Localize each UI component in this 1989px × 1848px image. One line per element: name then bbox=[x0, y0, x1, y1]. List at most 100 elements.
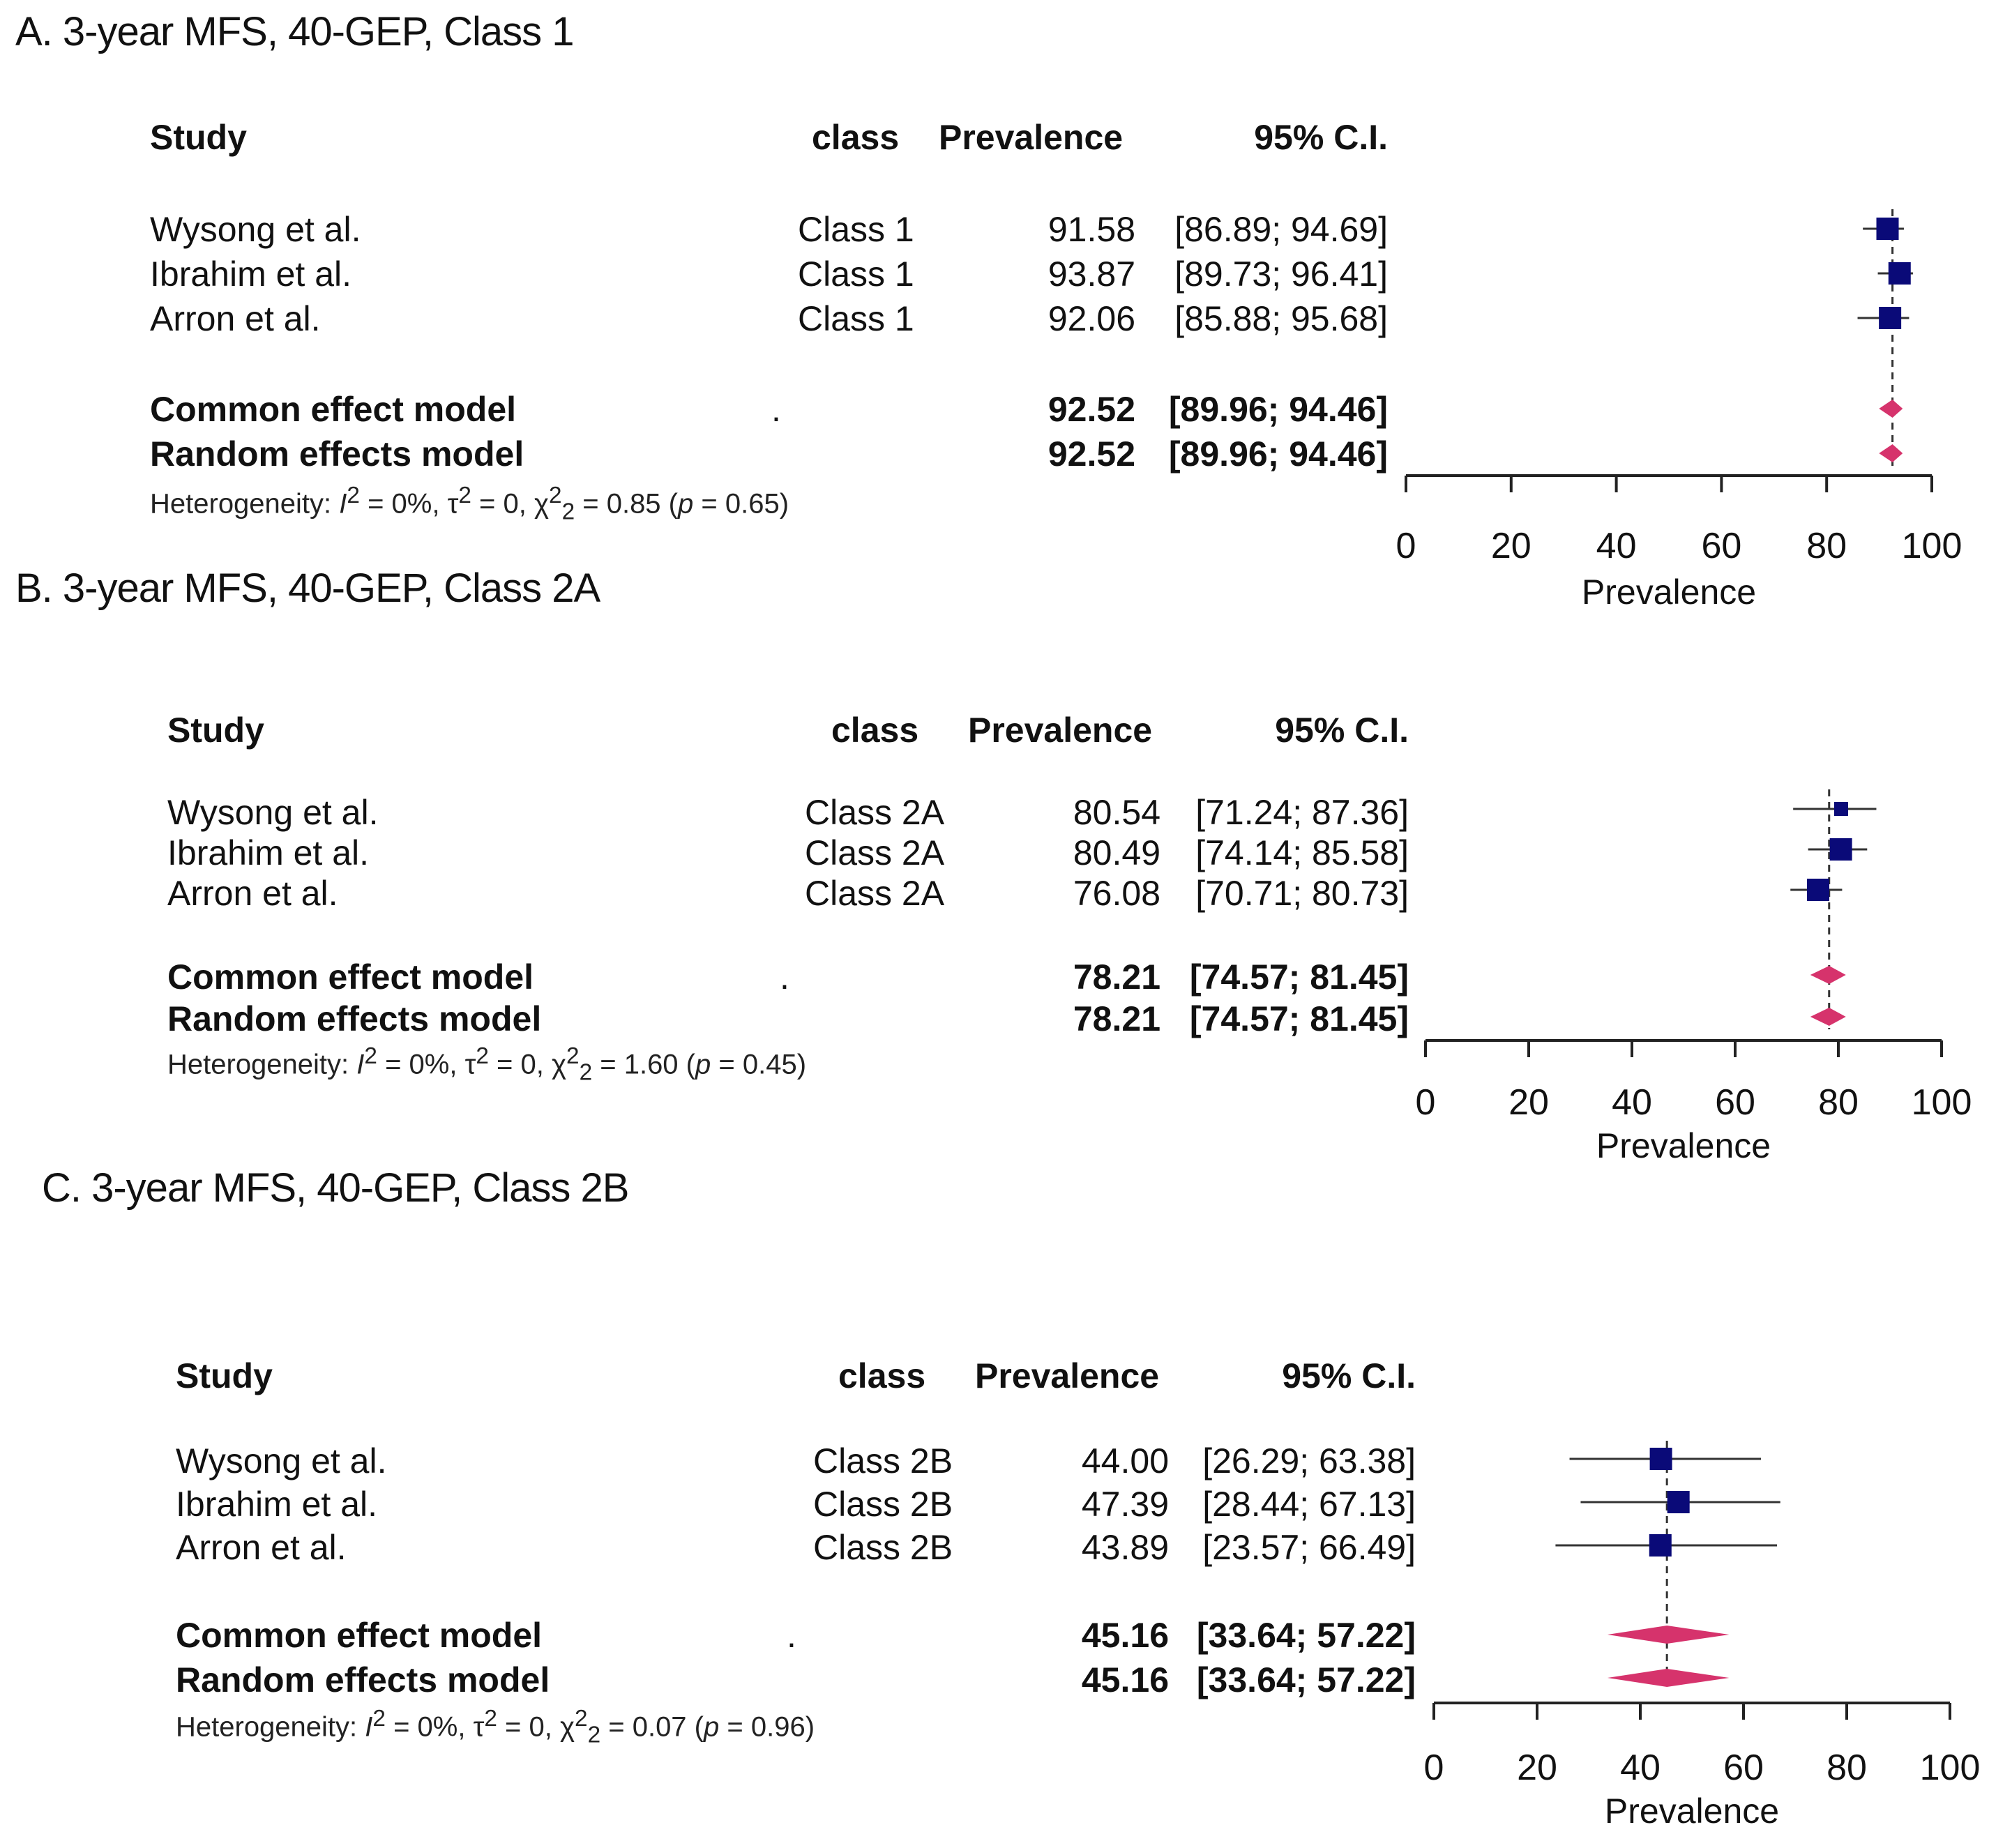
x-tick-label: 60 bbox=[1701, 526, 1741, 566]
column-header-study: Study bbox=[150, 118, 247, 157]
panel-title: C. 3-year MFS, 40-GEP, Class 2B bbox=[42, 1165, 629, 1211]
study-box bbox=[1667, 1491, 1690, 1513]
model-diamond bbox=[1607, 1669, 1730, 1687]
study-box bbox=[1833, 802, 1848, 816]
x-axis-label: Prevalence bbox=[1605, 1792, 1779, 1831]
forest-plot-c: 0 20 40 60 80 100 Prevalence bbox=[1424, 1441, 1981, 1831]
study-class: Class 2B bbox=[813, 1485, 953, 1524]
heterogeneity-i2: 0% bbox=[391, 488, 432, 520]
study-class: Class 2B bbox=[813, 1528, 953, 1567]
study-box bbox=[1876, 218, 1899, 240]
study-box bbox=[1649, 1448, 1672, 1470]
x-tick-label: 0 bbox=[1424, 1748, 1444, 1788]
study-box bbox=[1829, 838, 1852, 861]
forest-panel-b: B. 3-year MFS, 40-GEP, Class 2A Study cl… bbox=[15, 566, 1972, 1165]
x-tick-label: 40 bbox=[1620, 1748, 1661, 1788]
heterogeneity-df: 2 bbox=[587, 1722, 601, 1748]
study-class: Class 1 bbox=[798, 210, 914, 249]
study-ci: [23.57; 66.49] bbox=[1202, 1528, 1416, 1567]
panel-title: A. 3-year MFS, 40-GEP, Class 1 bbox=[15, 9, 575, 54]
heterogeneity-chi2: 0.85 bbox=[606, 488, 661, 520]
x-tick-label: 60 bbox=[1715, 1082, 1755, 1123]
study-name: Ibrahim et al. bbox=[150, 255, 352, 294]
study-ci: [26.29; 63.38] bbox=[1202, 1441, 1416, 1480]
x-tick-label: 100 bbox=[1902, 526, 1962, 566]
study-name: Wysong et al. bbox=[176, 1441, 387, 1480]
study-ci: [86.89; 94.69] bbox=[1174, 210, 1388, 249]
model-diamond bbox=[1879, 444, 1903, 462]
study-class: Class 2A bbox=[805, 793, 945, 832]
x-axis-label: Prevalence bbox=[1582, 573, 1756, 612]
study-name: Arron et al. bbox=[167, 874, 338, 913]
column-header-study: Study bbox=[176, 1356, 273, 1395]
study-box bbox=[1888, 262, 1911, 285]
column-header-ci: 95% C.I. bbox=[1254, 118, 1388, 157]
x-tick-label: 60 bbox=[1723, 1748, 1764, 1788]
model-ci: [89.96; 94.46] bbox=[1168, 390, 1388, 429]
heterogeneity-chi2: 1.60 bbox=[623, 1049, 679, 1080]
study-ci: [28.44; 67.13] bbox=[1202, 1485, 1416, 1524]
heterogeneity-prefix: Heterogeneity: bbox=[167, 1049, 357, 1080]
study-class: Class 1 bbox=[798, 255, 914, 294]
column-header-class: class bbox=[812, 118, 900, 157]
model-name: Random effects model bbox=[176, 1660, 550, 1699]
model-class: . bbox=[787, 1616, 796, 1655]
model-ci: [74.57; 81.45] bbox=[1189, 957, 1409, 997]
study-class: Class 2A bbox=[805, 874, 945, 913]
x-tick-label: 20 bbox=[1517, 1748, 1557, 1788]
study-class: Class 1 bbox=[798, 299, 914, 338]
heterogeneity-prefix: Heterogeneity: bbox=[176, 1711, 365, 1743]
x-tick-label: 80 bbox=[1818, 1082, 1859, 1123]
column-header-class: class bbox=[838, 1356, 926, 1395]
model-diamond bbox=[1810, 966, 1846, 984]
model-class: . bbox=[780, 957, 789, 997]
column-header-prevalence: Prevalence bbox=[975, 1356, 1160, 1395]
column-header-study: Study bbox=[167, 711, 264, 750]
column-header-ci: 95% C.I. bbox=[1282, 1356, 1416, 1395]
model-prevalence: 92.52 bbox=[1048, 390, 1135, 429]
study-ci: [85.88; 95.68] bbox=[1174, 299, 1388, 338]
model-diamond bbox=[1879, 400, 1903, 418]
heterogeneity-prefix: Heterogeneity: bbox=[150, 488, 340, 520]
study-prevalence: 80.54 bbox=[1073, 793, 1160, 832]
x-tick-label: 40 bbox=[1612, 1082, 1652, 1123]
study-prevalence: 93.87 bbox=[1048, 255, 1135, 294]
study-class: Class 2A bbox=[805, 833, 945, 872]
model-prevalence: 78.21 bbox=[1073, 999, 1160, 1038]
heterogeneity-df: 2 bbox=[579, 1059, 593, 1086]
study-name: Wysong et al. bbox=[167, 793, 379, 832]
model-name: Common effect model bbox=[176, 1616, 543, 1655]
heterogeneity-df: 2 bbox=[561, 499, 575, 525]
heterogeneity-p: 0.96 bbox=[750, 1711, 806, 1743]
x-tick-label: 0 bbox=[1396, 526, 1416, 566]
heterogeneity-tau2: 0 bbox=[529, 1711, 545, 1743]
x-tick-label: 20 bbox=[1508, 1082, 1549, 1123]
heterogeneity-tau2: 0 bbox=[503, 488, 519, 520]
heterogeneity-i2: 0% bbox=[409, 1049, 450, 1080]
study-prevalence: 47.39 bbox=[1081, 1485, 1169, 1524]
x-axis-label: Prevalence bbox=[1596, 1126, 1771, 1165]
panel-title: B. 3-year MFS, 40-GEP, Class 2A bbox=[15, 566, 600, 611]
study-name: Ibrahim et al. bbox=[167, 833, 370, 872]
x-tick-label: 40 bbox=[1596, 526, 1637, 566]
heterogeneity-tau2: 0 bbox=[520, 1049, 536, 1080]
study-name: Arron et al. bbox=[150, 299, 321, 338]
model-ci: [89.96; 94.46] bbox=[1168, 434, 1388, 474]
x-tick-label: 0 bbox=[1416, 1082, 1436, 1123]
study-class: Class 2B bbox=[813, 1441, 953, 1480]
heterogeneity-p: 0.45 bbox=[742, 1049, 797, 1080]
x-tick-label: 100 bbox=[1920, 1748, 1981, 1788]
heterogeneity-i2: 0% bbox=[417, 1711, 458, 1743]
heterogeneity-text: Heterogeneity: I2 = 0%, τ2 = 0, χ22 = 0.… bbox=[150, 483, 789, 525]
model-name: Common effect model bbox=[167, 957, 534, 997]
x-tick-label: 100 bbox=[1912, 1082, 1972, 1123]
x-tick-label: 20 bbox=[1491, 526, 1532, 566]
x-tick-label: 80 bbox=[1806, 526, 1847, 566]
model-prevalence: 45.16 bbox=[1081, 1616, 1169, 1655]
model-prevalence: 78.21 bbox=[1073, 957, 1160, 997]
study-prevalence: 44.00 bbox=[1081, 1441, 1169, 1480]
model-ci: [74.57; 81.45] bbox=[1189, 999, 1409, 1038]
model-name: Random effects model bbox=[150, 434, 524, 474]
model-diamond bbox=[1810, 1008, 1846, 1026]
